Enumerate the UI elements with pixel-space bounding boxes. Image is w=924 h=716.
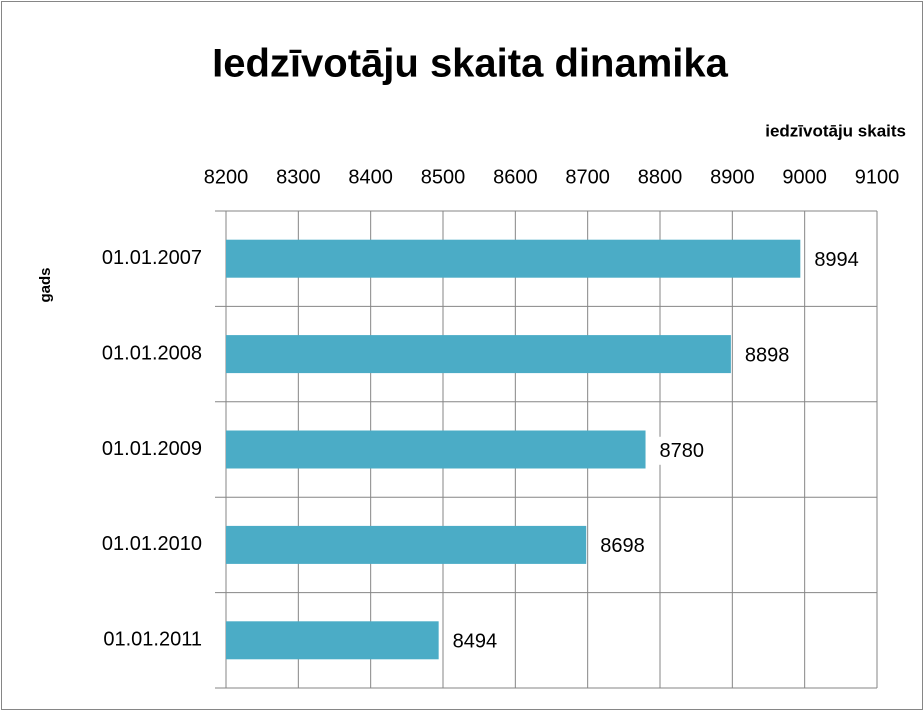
x-tick-label: 8700 xyxy=(565,166,610,188)
x-tick-label: 9000 xyxy=(782,166,827,188)
data-label: 8898 xyxy=(745,344,790,366)
chart-title: Iedzīvotāju skaita dinamika xyxy=(212,42,728,86)
x-tick-label: 8900 xyxy=(710,166,755,188)
bar xyxy=(226,525,587,564)
bar xyxy=(226,239,801,278)
x-tick-label: 9100 xyxy=(855,166,900,188)
bar xyxy=(226,335,731,374)
data-label: 8994 xyxy=(814,249,859,271)
y-tick-label: 01.01.2007 xyxy=(102,247,202,269)
y-tick-label: 01.01.2008 xyxy=(102,342,202,364)
x-tick-label: 8800 xyxy=(638,166,683,188)
data-label-background xyxy=(448,627,502,656)
data-label: 8494 xyxy=(453,631,498,653)
data-label-background xyxy=(740,341,794,370)
x-tick-label: 8400 xyxy=(348,166,393,188)
bar xyxy=(226,621,439,660)
data-label: 8698 xyxy=(600,535,645,557)
y-axis-label: gads xyxy=(37,267,54,302)
data-label-background xyxy=(596,532,649,561)
y-tick-label: 01.01.2011 xyxy=(103,629,202,651)
data-label-background xyxy=(655,436,709,465)
x-tick-label: 8300 xyxy=(276,166,321,188)
data-label-background xyxy=(810,245,863,274)
x-tick-label: 8200 xyxy=(204,166,249,188)
y-tick-label: 01.01.2009 xyxy=(102,438,202,460)
x-tick-label: 8600 xyxy=(493,166,538,188)
x-axis-label: iedzīvotāju skaits xyxy=(765,121,906,140)
data-label: 8780 xyxy=(660,440,705,462)
x-tick-label: 8500 xyxy=(421,166,466,188)
bar xyxy=(226,430,646,469)
y-tick-label: 01.01.2010 xyxy=(102,533,202,555)
